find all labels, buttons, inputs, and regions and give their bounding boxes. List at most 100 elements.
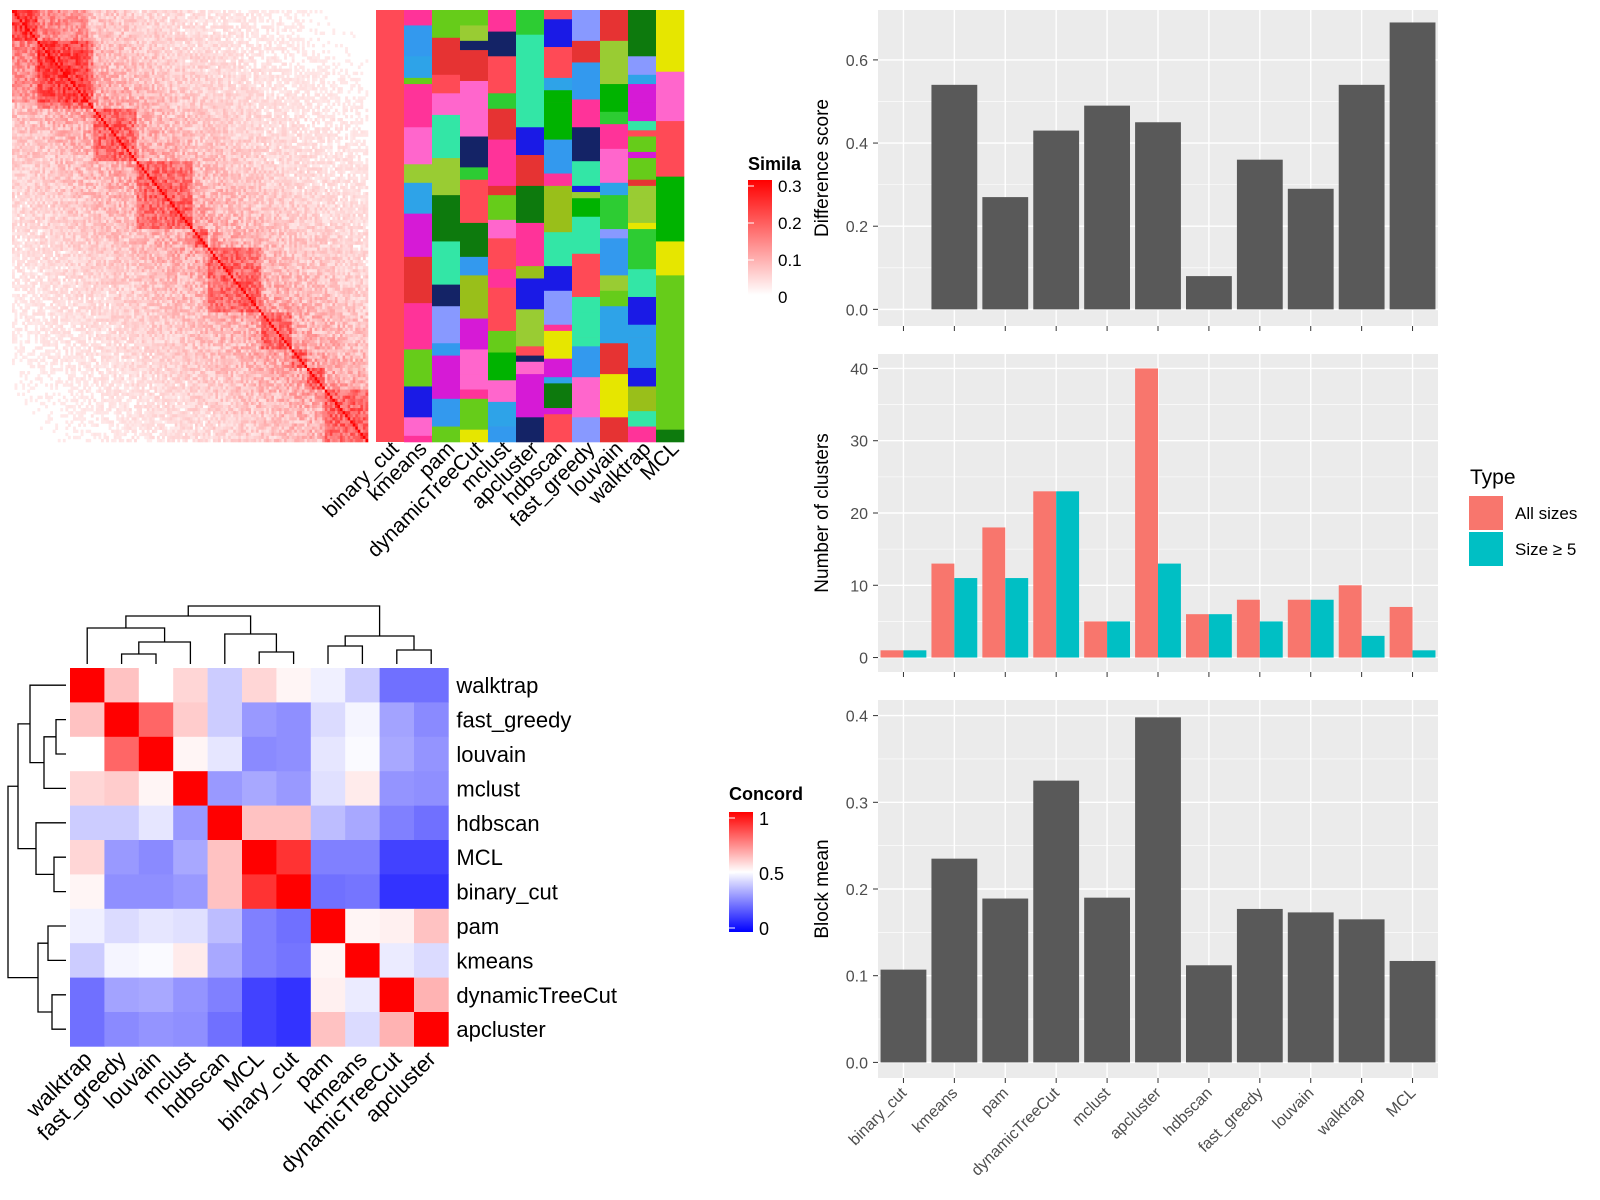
similarity-cell — [263, 102, 267, 106]
similarity-cell — [271, 96, 275, 100]
similarity-cell — [301, 93, 305, 97]
similarity-cell — [116, 25, 120, 29]
similarity-cell — [230, 65, 234, 69]
similarity-cell — [294, 99, 298, 103]
similarity-cell — [123, 121, 127, 125]
similarity-cell — [57, 102, 61, 106]
similarity-cell — [55, 43, 59, 48]
similarity-cell — [108, 25, 112, 29]
similarity-cell — [296, 118, 300, 122]
similarity-cell — [342, 121, 346, 125]
similarity-cell — [179, 93, 183, 97]
similarity-cell — [205, 118, 209, 122]
similarity-cell — [276, 31, 280, 35]
similarity-cell — [17, 68, 20, 73]
similarity-cell — [296, 68, 300, 73]
similarity-cell — [228, 71, 231, 76]
similarity-cell — [162, 50, 165, 54]
similarity-cell — [111, 59, 115, 63]
similarity-cell — [210, 118, 214, 122]
similarity-cell — [116, 114, 120, 119]
similarity-cell — [116, 71, 120, 76]
similarity-cell — [177, 133, 181, 137]
similarity-cell — [281, 108, 285, 113]
similarity-cell — [111, 47, 115, 51]
similarity-cell — [253, 108, 257, 113]
similarity-cell — [116, 50, 120, 54]
similarity-cell — [195, 13, 198, 17]
similarity-cell — [179, 142, 183, 147]
similarity-cell — [200, 133, 204, 137]
similarity-cell — [317, 111, 320, 116]
similarity-cell — [62, 111, 66, 116]
similarity-cell — [230, 77, 234, 82]
similarity-cell — [205, 80, 209, 85]
similarity-cell — [47, 43, 51, 48]
similarity-cell — [279, 87, 282, 91]
similarity-cell — [220, 127, 224, 131]
similarity-cell — [202, 124, 206, 128]
similarity-cell — [182, 50, 186, 54]
similarity-cell — [78, 34, 81, 39]
similarity-cell — [240, 47, 244, 51]
similarity-cell — [212, 47, 216, 51]
similarity-cell — [365, 93, 369, 97]
similarity-cell — [60, 127, 64, 131]
similarity-cell — [319, 65, 323, 69]
similarity-cell — [205, 71, 209, 76]
similarity-cell — [240, 84, 244, 88]
similarity-cell — [271, 127, 275, 131]
similarity-cell — [29, 68, 33, 73]
similarity-cell — [47, 105, 51, 110]
similarity-cell — [149, 142, 153, 147]
similarity-cell — [169, 50, 173, 54]
similarity-cell — [172, 28, 176, 32]
similarity-cell — [162, 108, 165, 113]
similarity-cell — [78, 130, 81, 134]
similarity-cell — [190, 142, 193, 147]
similarity-cell — [101, 84, 104, 88]
similarity-cell — [258, 99, 262, 103]
similarity-cell — [22, 102, 26, 106]
similarity-cell — [55, 77, 59, 82]
similarity-cell — [184, 118, 188, 122]
similarity-cell — [17, 10, 20, 14]
similarity-cell — [200, 34, 204, 39]
similarity-cell — [324, 59, 328, 63]
similarity-cell — [332, 136, 336, 140]
similarity-cell — [131, 34, 135, 39]
similarity-cell — [200, 111, 204, 116]
similarity-cell — [268, 105, 272, 110]
similarity-cell — [95, 87, 99, 91]
similarity-cell — [251, 139, 254, 143]
similarity-cell — [324, 108, 328, 113]
similarity-cell — [131, 136, 135, 140]
similarity-cell — [116, 77, 120, 82]
similarity-cell — [101, 80, 104, 85]
similarity-cell — [83, 90, 87, 94]
similarity-cell — [220, 102, 224, 106]
similarity-cell — [101, 40, 104, 45]
similarity-cell — [57, 77, 61, 82]
similarity-cell — [139, 16, 142, 20]
similarity-cell — [212, 111, 216, 116]
similarity-cell — [251, 136, 254, 140]
similarity-cell — [136, 13, 140, 17]
similarity-cell — [340, 74, 343, 79]
similarity-cell — [202, 40, 206, 45]
similarity-cell — [111, 96, 115, 100]
similarity-cell — [139, 114, 142, 119]
similarity-cell — [154, 108, 158, 113]
similarity-cell — [169, 87, 173, 91]
similarity-cell — [113, 62, 117, 66]
similarity-cell — [136, 28, 140, 32]
similarity-cell — [67, 87, 71, 91]
similarity-cell — [217, 108, 221, 113]
similarity-cell — [256, 77, 259, 82]
similarity-cell — [121, 16, 125, 20]
similarity-cell — [217, 139, 221, 143]
similarity-cell — [17, 77, 20, 82]
similarity-cell — [60, 37, 64, 42]
similarity-cell — [202, 130, 206, 134]
similarity-cell — [67, 108, 71, 113]
